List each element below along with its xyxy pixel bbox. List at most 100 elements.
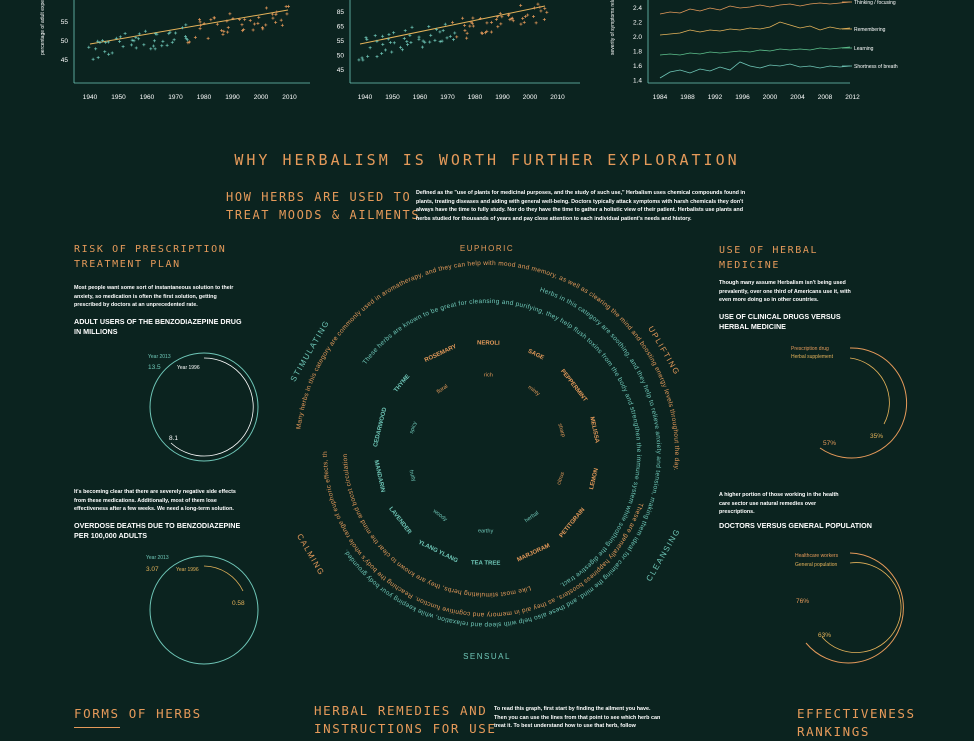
value-1996: 0.58 — [232, 600, 245, 607]
herb-label: CEDARWOOD — [373, 406, 389, 447]
x-tick-label: 1990 — [225, 94, 240, 101]
herb-wheel: Many herbs in this category are commonly… — [284, 232, 687, 669]
risk-text-1: Most people want some sort of instantane… — [74, 285, 234, 308]
scatter-point — [149, 47, 153, 51]
scatter-point — [160, 44, 164, 48]
ring-2013 — [149, 555, 259, 665]
scatter-point — [285, 12, 289, 16]
scatter-point — [510, 16, 514, 20]
benzo-users-chart: Year 2013 13.5 Year 1996 8.1 — [140, 350, 270, 470]
scatter-point — [132, 39, 136, 43]
scatter-point — [471, 24, 475, 28]
legend-learning: Learning — [854, 46, 874, 52]
y-tick-label: 45 — [337, 67, 345, 74]
x-tick-label: 2004 — [790, 94, 805, 101]
scatter-point — [130, 38, 134, 42]
scatter-point — [387, 33, 391, 37]
value-2013: 13.5 — [148, 364, 161, 371]
scatter-point — [226, 30, 230, 34]
scatter-point — [465, 31, 469, 35]
scatter-point — [429, 33, 433, 37]
series-line-remembering — [659, 21, 851, 36]
y-tick-label: 55 — [61, 19, 69, 26]
scatter-point — [98, 40, 102, 44]
scatter-point — [471, 16, 475, 20]
scatter-point — [199, 23, 203, 27]
scatter-point — [489, 20, 493, 24]
scatter-point — [519, 22, 523, 26]
scatter-point — [383, 48, 387, 52]
y-tick-label: 50 — [337, 53, 345, 60]
scatter-point — [405, 40, 409, 44]
x-tick-label: 2000 — [523, 94, 538, 101]
inner-word: floral — [436, 384, 449, 396]
legend-healthcare: Healthcare workers — [795, 553, 839, 559]
scatter-point — [494, 17, 498, 21]
scatter-point — [251, 28, 255, 32]
ring-text-5: Like most stimulating herbs, they are kn… — [287, 237, 532, 598]
x-tick-label: 1988 — [680, 94, 695, 101]
herbal-text-1: Though many assume Herbalism isn't being… — [719, 280, 851, 303]
scatter-point — [543, 7, 547, 11]
scatter-point — [275, 10, 279, 14]
scatter-point — [143, 29, 147, 33]
scatter-point — [496, 25, 500, 29]
scatter-point — [438, 30, 442, 34]
scatter-point — [523, 14, 527, 18]
scatter-point — [96, 39, 100, 43]
scatter-point — [206, 36, 210, 40]
scatter-point — [445, 36, 449, 40]
forms-title: FORMS OF HERBS — [74, 706, 202, 721]
x-ticks: 1984 1988 1992 1996 2000 2004 2008 2012 — [653, 94, 860, 101]
risk-caption-1: ADULT USERS OF THE BENZODIAZEPINE DRUG I… — [74, 317, 242, 336]
scatter-point — [257, 15, 261, 19]
scatter-point — [184, 23, 188, 27]
scatter-point — [463, 23, 467, 27]
label-1996: Year 1996 — [177, 365, 200, 371]
inner-words: floral rich minty sharp citrus herbal earthy wo… — [407, 372, 566, 534]
scatter-point — [452, 38, 456, 42]
y-tick-label: 2.2 — [633, 20, 642, 27]
scatter-point — [465, 36, 469, 40]
scatter-point — [287, 4, 291, 8]
scatter-point — [220, 29, 224, 33]
arc-general — [821, 562, 902, 653]
scatter-point — [406, 43, 410, 47]
drugs-vs-herbal-chart: Prescription drug Herbal supplement 57% … — [780, 340, 920, 460]
scatter-point — [123, 31, 127, 35]
scatter-point — [264, 6, 268, 10]
y-ticks: 55 50 45 — [61, 19, 69, 64]
risk-text-2: It's becoming clear that there are sever… — [74, 489, 236, 512]
inner-word: earthy — [478, 528, 494, 534]
herb-label: MARJORAM — [516, 543, 551, 563]
scatter-point — [536, 2, 540, 6]
scatter-point — [161, 39, 165, 43]
scatter-point — [470, 21, 474, 25]
x-tick-label: 2000 — [254, 94, 269, 101]
value-prescription: 57% — [823, 440, 836, 447]
mood-label: CALMING — [295, 532, 326, 577]
scatter-point — [408, 33, 412, 37]
scatter-point — [409, 40, 413, 44]
scatter-point — [499, 22, 503, 26]
ring-text-4: These herbs are known to be great for cl… — [362, 298, 642, 589]
scatter-point — [507, 12, 511, 16]
scatter-point — [213, 16, 217, 20]
y-ticks: 85 65 55 50 45 — [337, 9, 345, 74]
arc-herbal — [849, 357, 890, 425]
ring-1996 — [203, 565, 244, 592]
scatter-point — [526, 13, 530, 17]
arc-healthcare — [805, 552, 904, 664]
scatter-point — [483, 31, 487, 35]
scatter-point — [202, 22, 206, 26]
scatter-point — [402, 36, 406, 40]
scatter-point — [440, 39, 444, 43]
scatter-point — [366, 54, 370, 58]
risk-caption-2: OVERDOSE DEATHS DUE TO BENZODIAZEPINE PE… — [74, 521, 241, 540]
inner-word: citrus — [556, 471, 566, 486]
scatter-point — [485, 21, 489, 25]
effectiveness-title-line1: EFFECTIVENESS — [797, 706, 916, 721]
scatter-point — [134, 35, 138, 39]
series-line-learning — [659, 46, 851, 56]
arc-prescription — [819, 347, 908, 459]
